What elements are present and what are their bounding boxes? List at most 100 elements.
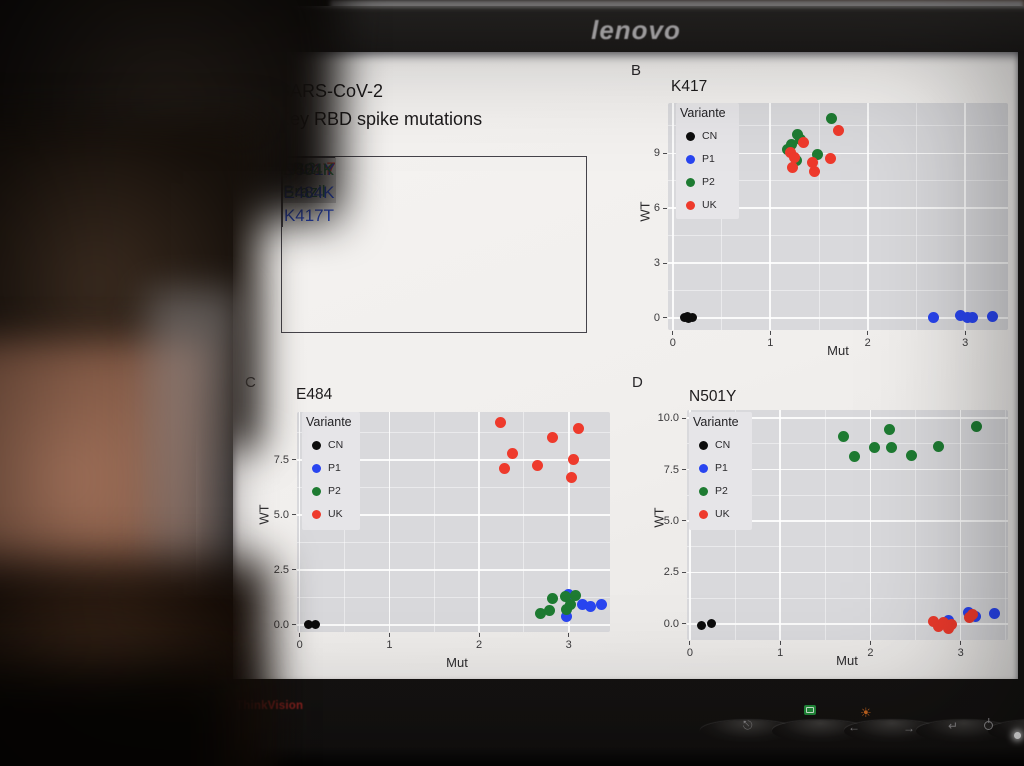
y-tick-label: 2.5 <box>663 566 679 579</box>
chart-b-x-axis-label: Mut <box>827 343 849 358</box>
monitor-button[interactable] <box>700 720 796 742</box>
data-point <box>311 620 321 630</box>
minor-gridline <box>297 431 610 433</box>
enter-icon[interactable]: ↵ <box>948 719 959 733</box>
data-point <box>825 153 837 165</box>
lenovo-logo: lenovo <box>591 15 681 45</box>
y-tick-mark <box>682 520 686 522</box>
legend-key-dot <box>686 131 695 141</box>
data-point <box>885 442 897 454</box>
legend-entry-label: CN <box>328 438 344 451</box>
chart-n501y: D N501Y Mut WT 0 1 2 3 0.0 2.5 5.0 7.5 10.0 Varia… <box>233 52 1018 679</box>
legend-key-dot <box>699 486 708 496</box>
thinkvision-logo: ThinkVision <box>236 700 304 712</box>
y-tick-label: 6 <box>653 202 660 215</box>
minor-gridline <box>668 180 1008 182</box>
legend-entry-label: UK <box>715 507 730 520</box>
x-tick-mark <box>388 633 390 637</box>
input-source-icon[interactable] <box>804 705 816 715</box>
data-point <box>848 450 860 462</box>
y-tick-mark <box>292 514 296 516</box>
monitor: lenovo A SARS-CoV-2 Key RBD spike mutati… <box>196 6 1024 766</box>
x-tick-mark <box>672 331 674 335</box>
major-gridline <box>298 412 301 632</box>
data-point <box>797 136 809 148</box>
chart-e484: C E484 Mut WT 0 1 2 3 0.0 2.5 5.0 7.5 Variante CN… <box>233 52 1018 679</box>
major-gridline <box>964 103 966 330</box>
y-tick-mark <box>682 571 686 573</box>
y-tick-label: 7.5 <box>273 453 289 466</box>
data-point <box>832 124 844 136</box>
exit-icon[interactable]: ⎋ <box>743 718 753 732</box>
data-point <box>707 619 717 629</box>
chart-d-x-axis-label: Mut <box>836 653 858 668</box>
y-tick-mark <box>663 207 667 209</box>
x-tick-label: 2 <box>864 337 871 349</box>
data-point <box>534 608 546 620</box>
x-tick-label: 3 <box>962 337 969 349</box>
major-gridline <box>297 569 610 571</box>
minor-gridline <box>297 486 610 488</box>
data-point <box>573 422 585 434</box>
minor-gridline <box>915 103 917 330</box>
legend-box <box>302 412 360 530</box>
data-point <box>687 313 697 323</box>
panel-b-label: B <box>631 62 642 79</box>
legend-key-dot <box>686 154 695 164</box>
x-tick-label: 2 <box>867 647 874 659</box>
x-tick-label: 0 <box>296 639 303 651</box>
data-point <box>498 463 510 475</box>
y-tick-mark <box>292 569 296 571</box>
monitor-button[interactable] <box>772 720 868 742</box>
x-tick-label: 1 <box>777 647 784 659</box>
data-point <box>808 166 820 178</box>
legend-entry-label: P1 <box>715 461 728 474</box>
legend-entry-label: P1 <box>702 152 715 165</box>
monitor-button[interactable] <box>844 720 940 742</box>
legend-entry-label: CN <box>715 438 731 451</box>
data-point <box>986 310 998 322</box>
major-gridline <box>687 520 1008 522</box>
data-point <box>883 423 895 435</box>
legend-entry-label: P2 <box>702 175 715 188</box>
brightness-icon[interactable]: ☀ <box>860 705 872 720</box>
legend-title: Variante <box>680 106 726 120</box>
minor-gridline <box>687 597 1008 599</box>
chart-b-title: K417 <box>671 78 708 95</box>
data-point <box>988 608 1000 620</box>
data-point <box>565 472 577 484</box>
x-tick-mark <box>769 331 771 335</box>
data-point <box>961 311 973 323</box>
y-tick-label: 0.0 <box>273 618 289 631</box>
y-tick-mark <box>292 624 296 626</box>
data-point <box>787 162 799 174</box>
major-gridline <box>297 624 610 626</box>
chart-c-title: E484 <box>296 386 333 403</box>
x-tick-mark <box>869 641 871 645</box>
legend-key-dot <box>699 440 708 450</box>
data-point <box>304 620 314 630</box>
legend-key-dot <box>312 486 321 496</box>
power-icon[interactable] <box>984 721 993 730</box>
minor-gridline <box>668 235 1008 237</box>
major-gridline <box>866 103 869 330</box>
y-tick-label: 3 <box>653 257 660 270</box>
legend-entry-label: P1 <box>328 461 341 474</box>
data-point <box>971 420 983 432</box>
x-tick-label: 0 <box>686 647 694 659</box>
x-tick-mark <box>299 633 301 637</box>
data-point <box>576 599 588 611</box>
y-tick-mark <box>292 459 296 461</box>
major-gridline <box>959 410 962 640</box>
data-point <box>789 152 801 164</box>
power-led <box>1014 732 1021 739</box>
major-gridline <box>769 103 772 330</box>
data-point <box>565 599 577 611</box>
left-arrow-icon[interactable]: ← <box>848 720 860 734</box>
right-arrow-icon[interactable]: → <box>903 721 915 735</box>
data-point <box>786 138 798 150</box>
legend-title: Variante <box>693 415 739 429</box>
x-tick-label: 2 <box>475 639 483 651</box>
legend-entry-label: UK <box>702 198 717 211</box>
major-gridline <box>687 417 1008 419</box>
